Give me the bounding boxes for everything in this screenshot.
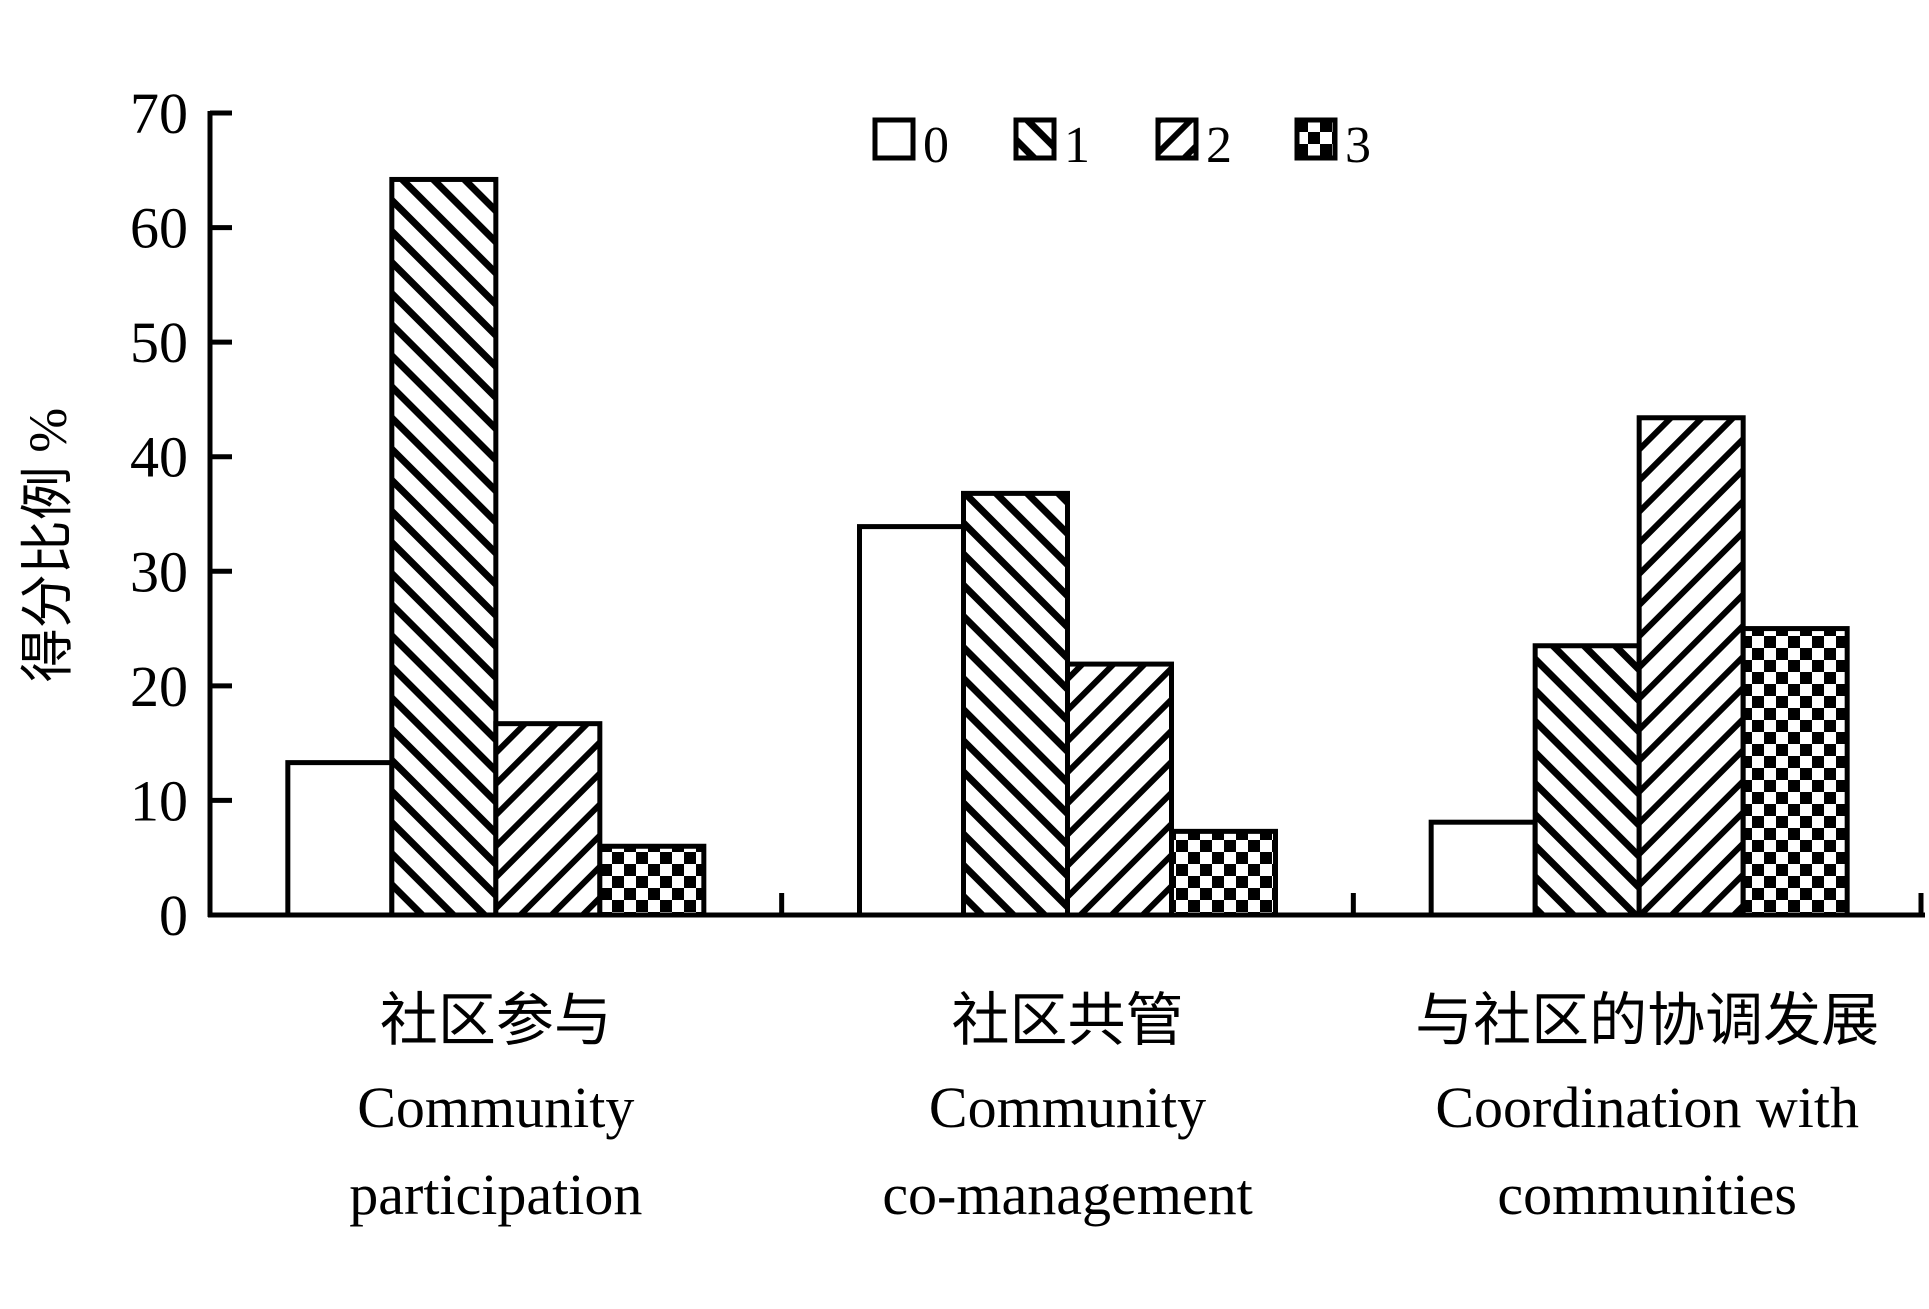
bar-series-3 xyxy=(597,843,707,918)
category-label: communities xyxy=(1497,1162,1797,1227)
bar-series-0 xyxy=(1428,819,1538,918)
bar-series-1 xyxy=(961,490,1070,918)
axes xyxy=(207,111,1925,918)
legend-label: 3 xyxy=(1345,117,1371,174)
category-label: co-management xyxy=(882,1162,1252,1227)
category-label: participation xyxy=(349,1162,642,1227)
y-tick-label: 50 xyxy=(130,310,188,375)
y-tick-label: 30 xyxy=(130,539,188,604)
y-tick-label: 10 xyxy=(130,768,188,833)
bar-series-2 xyxy=(1636,415,1746,918)
legend-swatch xyxy=(872,117,916,161)
bar-series-0 xyxy=(857,524,966,918)
legend-swatch xyxy=(1013,117,1057,161)
bar-series-1 xyxy=(389,176,499,918)
legend-label: 0 xyxy=(923,117,949,174)
y-tick-label: 0 xyxy=(159,883,188,948)
legend: 0 1 2 3 xyxy=(872,117,1371,174)
x-category-labels: 社区参与 Community participation 社区共管 Community c… xyxy=(349,988,1879,1227)
y-tick-label: 20 xyxy=(130,654,188,719)
y-tick-label: 40 xyxy=(130,425,188,490)
bar-series-0 xyxy=(285,760,395,918)
y-axis-title: 得分比例 % xyxy=(18,408,78,682)
category-label: Coordination with xyxy=(1435,1075,1859,1140)
legend-label: 1 xyxy=(1064,117,1090,174)
bars xyxy=(285,176,1850,918)
legend-swatch xyxy=(1155,117,1199,161)
y-tick-label: 70 xyxy=(130,81,188,146)
legend-label: 2 xyxy=(1206,117,1232,174)
y-axis-label: 得分比例 % xyxy=(18,408,78,682)
category-label: 社区共管 xyxy=(951,988,1183,1053)
bar-series-2 xyxy=(1065,661,1174,918)
category-label: 与社区的协调发展 xyxy=(1415,988,1879,1053)
y-ticks: 0 10 20 30 40 50 60 70 xyxy=(130,81,232,948)
bar-series-1 xyxy=(1532,643,1642,918)
bar-series-3 xyxy=(1169,828,1278,918)
legend-swatch xyxy=(1294,117,1338,161)
category-label: Community xyxy=(357,1075,634,1140)
category-label: 社区参与 xyxy=(380,988,612,1053)
category-label: Community xyxy=(929,1075,1206,1140)
bar-series-2 xyxy=(493,721,603,918)
bar-series-3 xyxy=(1740,626,1850,918)
y-tick-label: 60 xyxy=(130,196,188,261)
